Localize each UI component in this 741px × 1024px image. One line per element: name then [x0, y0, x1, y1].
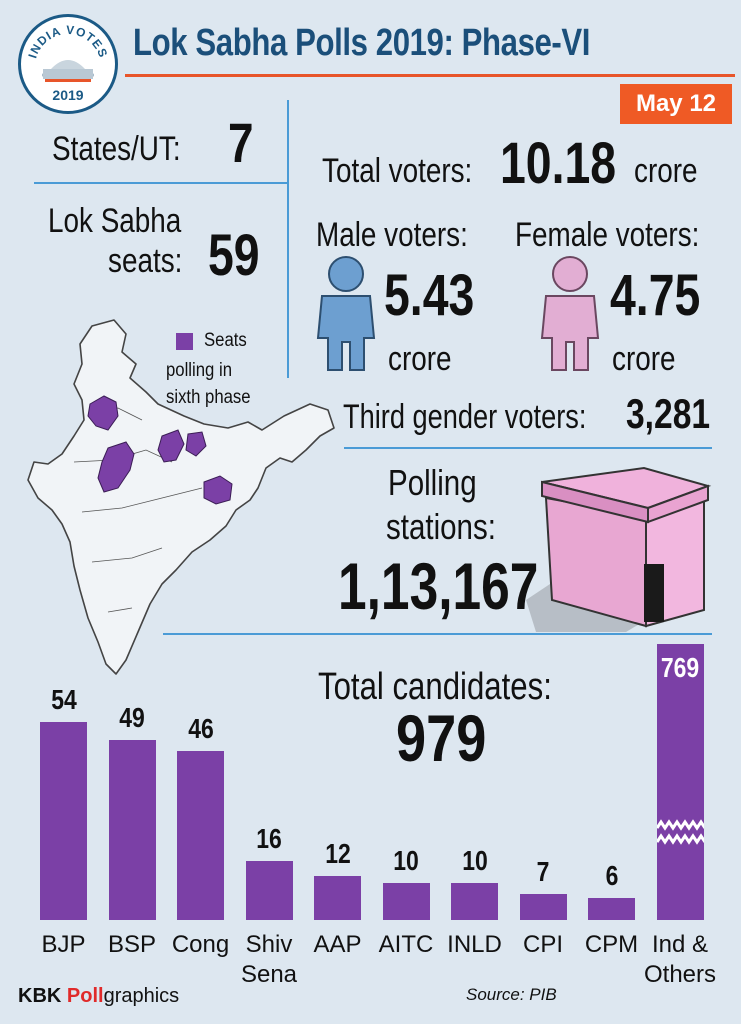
legend-line2: polling in	[166, 360, 232, 381]
bar-category-label: INLD	[430, 930, 520, 960]
bar-category-label: Shiv Sena	[224, 930, 314, 990]
female-voters-unit: crore	[612, 340, 676, 378]
bar-category-label: Ind & Others	[635, 930, 725, 990]
states-label: States/UT:	[52, 130, 181, 168]
bar-category-line: BSP	[107, 931, 157, 958]
bar-value-label: 10	[461, 845, 488, 877]
bar-inld	[451, 883, 498, 920]
female-person-icon	[540, 256, 600, 371]
male-voters-label: Male voters:	[316, 216, 468, 254]
brand-kbk: KBK	[18, 985, 62, 1007]
page-title: Lok Sabha Polls 2019: Phase-VI	[133, 22, 591, 64]
bar-category-label: AITC	[361, 930, 451, 960]
map-region-uttar-pradesh	[157, 429, 185, 463]
title-underline	[125, 74, 735, 77]
logo-top-text: INDIA VOTES	[25, 23, 109, 60]
seats-value: 59	[208, 223, 260, 288]
bar-value-label: 54	[50, 684, 77, 715]
bar-category-line: Shiv	[245, 931, 293, 958]
bar-category-line: CPM	[584, 931, 639, 958]
third-gender-value: 3,281	[626, 390, 711, 437]
candidates-label: Total candidates:	[318, 666, 552, 708]
bar-aap	[314, 876, 361, 920]
bar-value-label: 16	[256, 823, 282, 855]
vertical-divider	[287, 100, 289, 378]
total-voters-label: Total voters:	[322, 152, 473, 190]
bar-aitc	[382, 883, 430, 920]
legend-line1: Seats	[204, 330, 247, 351]
logo-year: 2019	[52, 87, 84, 103]
bar-value-label: 7	[536, 856, 550, 888]
bar-ind-others	[656, 644, 704, 920]
bar-category-line: INLD	[447, 931, 502, 958]
bar-category-line: Others	[643, 961, 717, 988]
parliament-icon: INDIA VOTES	[25, 23, 110, 82]
map-region-jharkhand-bengal	[203, 475, 233, 505]
india-map	[27, 319, 335, 675]
svg-text:INDIA VOTES: INDIA VOTES	[25, 23, 110, 60]
bar-category-label: AAP	[293, 930, 383, 960]
bar-category-line: BJP	[41, 931, 86, 958]
bar-category-line: AAP	[313, 931, 362, 958]
polling-label-line1: Polling	[388, 462, 477, 503]
map-region-haryana-delhi	[87, 395, 119, 431]
bar-value-label: 10	[393, 845, 419, 877]
divider-third-gender	[344, 447, 712, 449]
total-voters-value: 10.18	[500, 131, 617, 196]
seats-label-line2: seats:	[108, 242, 183, 280]
map-region-madhya-pradesh	[97, 441, 135, 493]
bar-category-label: Cong	[156, 930, 246, 960]
footer-brand: KBK Pollgraphics	[18, 985, 179, 1008]
male-person-icon	[316, 256, 376, 371]
bar-value-label: 769	[660, 652, 700, 683]
bar-category-line: Ind &	[651, 931, 709, 958]
polling-value: 1,13,167	[338, 549, 539, 623]
bar-shiv-sena	[245, 861, 293, 920]
polling-booth-icon	[526, 466, 712, 632]
legend-swatch	[176, 333, 193, 350]
brand-graphics: graphics	[103, 985, 180, 1007]
polling-label-line2: stations:	[386, 506, 496, 547]
bar-category-label: CPM	[567, 930, 657, 960]
bar-cong	[177, 751, 224, 920]
bar-cpi	[519, 894, 567, 920]
bar-bjp	[40, 722, 87, 920]
female-voters-label: Female voters:	[515, 216, 700, 254]
seats-label-line1: Lok Sabha	[48, 202, 182, 240]
bar-cpm	[588, 898, 635, 920]
india-votes-logo: INDIA VOTES 2019	[18, 14, 118, 114]
female-voters-value: 4.75	[610, 263, 701, 328]
date-badge: May 12	[620, 84, 732, 124]
total-voters-unit: crore	[634, 152, 698, 190]
bar-value-label: 49	[119, 702, 145, 734]
source-note: Source: PIB	[466, 985, 557, 1004]
bar-category-label: BJP	[19, 930, 109, 960]
bar-category-line: AITC	[378, 931, 434, 958]
bar-category-line: Cong	[171, 931, 230, 958]
brand-poll: Poll	[66, 985, 104, 1007]
axis-break-icon	[656, 819, 704, 845]
bar-category-label: CPI	[498, 930, 588, 960]
third-gender-label: Third gender voters:	[343, 398, 587, 436]
bar-value-label: 46	[187, 713, 214, 745]
male-voters-unit: crore	[388, 340, 452, 378]
legend-line3: sixth phase	[166, 387, 251, 408]
bar-category-line: Sena	[240, 961, 298, 988]
bar-value-label: 6	[605, 860, 618, 891]
divider-states	[34, 182, 288, 184]
male-voters-value: 5.43	[384, 263, 475, 328]
states-value: 7	[228, 111, 254, 174]
candidates-value: 979	[396, 701, 487, 775]
map-region-bihar	[185, 431, 207, 457]
bar-value-label: 12	[324, 838, 351, 869]
bar-bsp	[108, 740, 156, 920]
bar-category-label: BSP	[87, 930, 177, 960]
divider-polling	[163, 633, 712, 635]
bar-category-line: CPI	[522, 931, 563, 958]
